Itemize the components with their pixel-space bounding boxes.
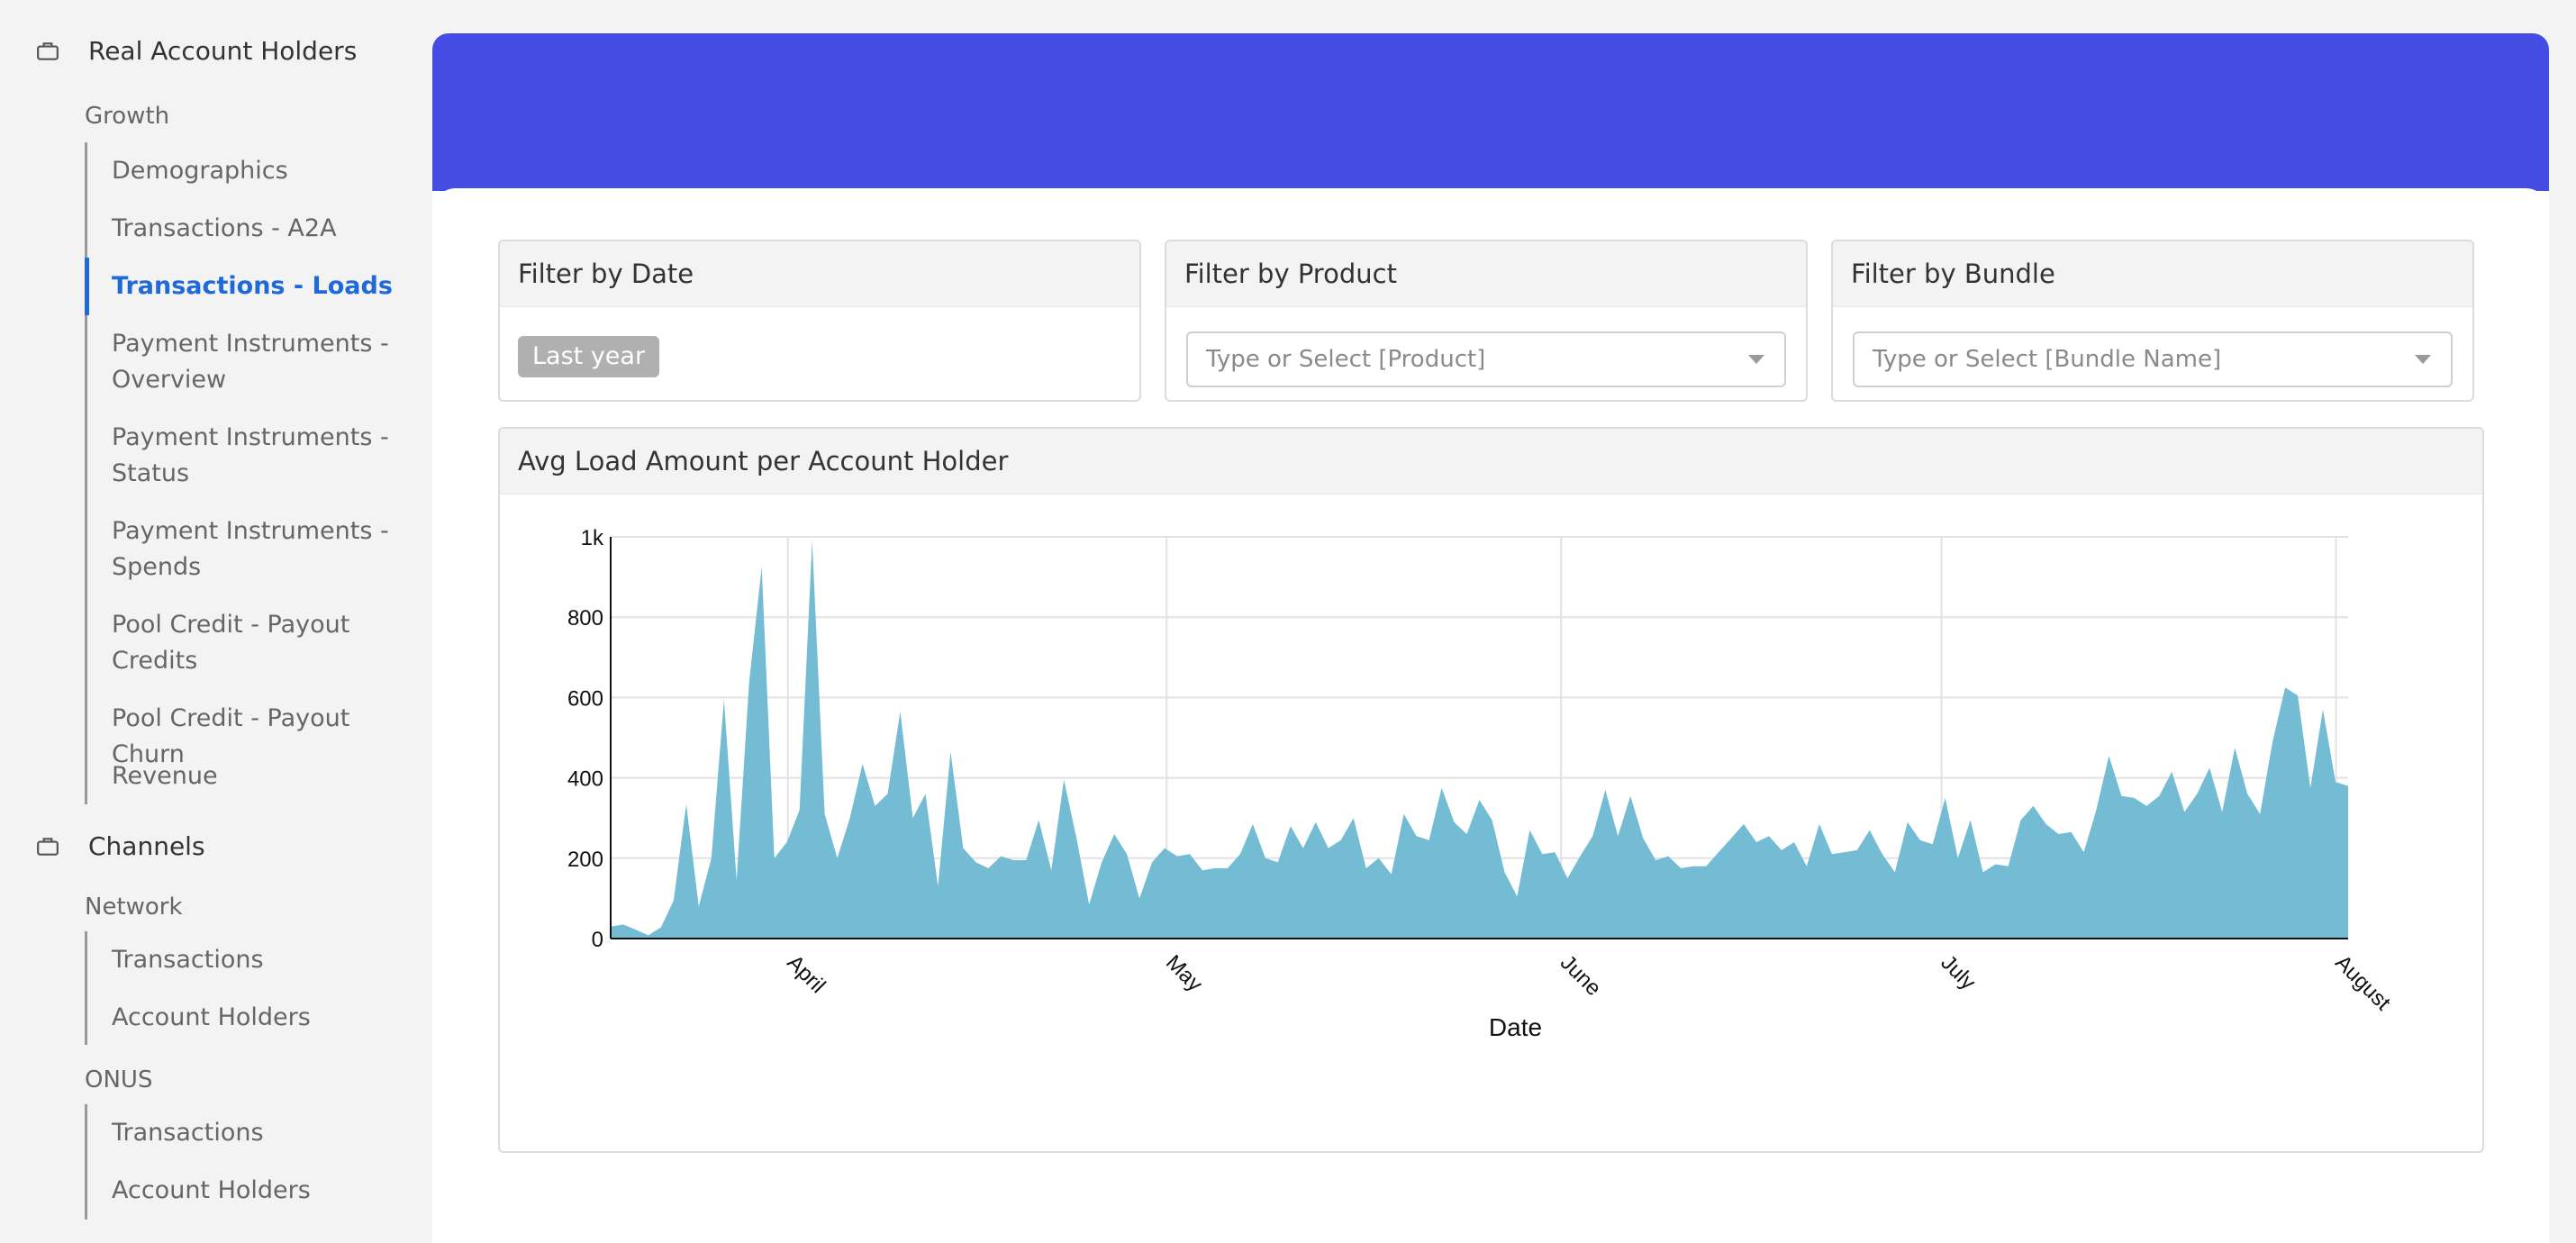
filter-date-title: Filter by Date	[500, 241, 1139, 307]
sidebar: Real Account Holders Growth Demographics…	[0, 0, 432, 1243]
group-growth[interactable]: Growth	[85, 103, 170, 130]
x-tick-label: June	[1556, 950, 1606, 1001]
y-tick-label: 800	[567, 606, 603, 631]
briefcase-icon	[37, 837, 59, 856]
sidebar-item-payment-instruments-spends[interactable]: Payment Instruments - Spends	[112, 517, 389, 581]
briefcase-icon	[37, 41, 59, 60]
active-indicator	[85, 258, 89, 315]
x-tick-label: April	[783, 950, 830, 998]
sidebar-item-network-account-holders[interactable]: Account Holders	[112, 1003, 311, 1031]
chart-card: Avg Load Amount per Account Holder 0 200 4…	[498, 427, 2484, 1153]
group-network[interactable]: Network	[85, 894, 183, 921]
sidebar-item-pool-credit-payout-credits[interactable]: Pool Credit - Payout Credits	[112, 611, 350, 675]
y-tick-label: 200	[567, 848, 603, 872]
y-tick-label: 400	[567, 767, 603, 792]
sidebar-item-pool-credit-payout-churn[interactable]: Pool Credit - Payout Churn	[112, 704, 350, 768]
header-banner	[432, 33, 2549, 191]
x-tick-label: July	[1936, 950, 1980, 994]
sidebar-item-payment-instruments-overview[interactable]: Payment Instruments - Overview	[112, 330, 389, 394]
sidebar-item-demographics[interactable]: Demographics	[112, 157, 288, 185]
date-range-chip[interactable]: Last year	[518, 336, 660, 377]
section-title: Real Account Holders	[88, 36, 358, 66]
chevron-down-icon[interactable]	[2415, 355, 2431, 364]
y-tick-label: 1k	[581, 526, 604, 550]
filter-date-card: Filter by Date Last year	[498, 240, 1141, 402]
chart-title: Avg Load Amount per Account Holder	[500, 429, 2482, 494]
sidebar-item-revenue[interactable]: Revenue	[112, 762, 218, 790]
area-chart: 0 200 400 600 800 1k April May June July August Dat…	[567, 526, 2395, 1041]
nav-rail	[85, 142, 87, 804]
x-tick-label: May	[1161, 950, 1207, 996]
area-series	[611, 540, 2348, 939]
main-panel: Filter by Date Last year Filter by Produ…	[432, 33, 2549, 1243]
bundle-select[interactable]: Type or Select [Bundle Name]	[1853, 331, 2453, 387]
sidebar-item-transactions-a2a[interactable]: Transactions - A2A	[112, 214, 337, 242]
sidebar-item-payment-instruments-status[interactable]: Payment Instruments - Status	[112, 423, 389, 487]
section-channels[interactable]: Channels	[36, 831, 205, 861]
filter-bundle-card: Filter by Bundle Type or Select [Bundle …	[1831, 240, 2474, 402]
section-real-account-holders[interactable]: Real Account Holders	[36, 36, 357, 66]
filter-product-title: Filter by Product	[1166, 241, 1806, 307]
product-select-placeholder: Type or Select [Product]	[1206, 346, 1486, 373]
sidebar-item-transactions-loads[interactable]: Transactions - Loads	[112, 272, 393, 300]
bundle-select-placeholder: Type or Select [Bundle Name]	[1873, 346, 2222, 373]
group-onus[interactable]: ONUS	[85, 1066, 153, 1093]
nav-rail	[85, 1104, 87, 1220]
filter-bundle-title: Filter by Bundle	[1833, 241, 2472, 307]
y-tick-label: 600	[567, 686, 603, 711]
y-tick-label: 0	[592, 928, 603, 952]
sidebar-item-onus-account-holders[interactable]: Account Holders	[112, 1176, 311, 1204]
chevron-down-icon[interactable]	[1748, 355, 1764, 364]
filter-product-card: Filter by Product Type or Select [Produc…	[1165, 240, 1808, 402]
x-tick-label: August	[2330, 950, 2395, 1015]
sidebar-item-onus-transactions[interactable]: Transactions	[112, 1119, 264, 1147]
x-axis-label: Date	[1489, 1013, 1542, 1041]
content-surface	[432, 188, 2549, 224]
section-title: Channels	[88, 831, 205, 861]
product-select[interactable]: Type or Select [Product]	[1186, 331, 1786, 387]
sidebar-item-network-transactions[interactable]: Transactions	[112, 946, 264, 974]
nav-rail	[85, 931, 87, 1045]
